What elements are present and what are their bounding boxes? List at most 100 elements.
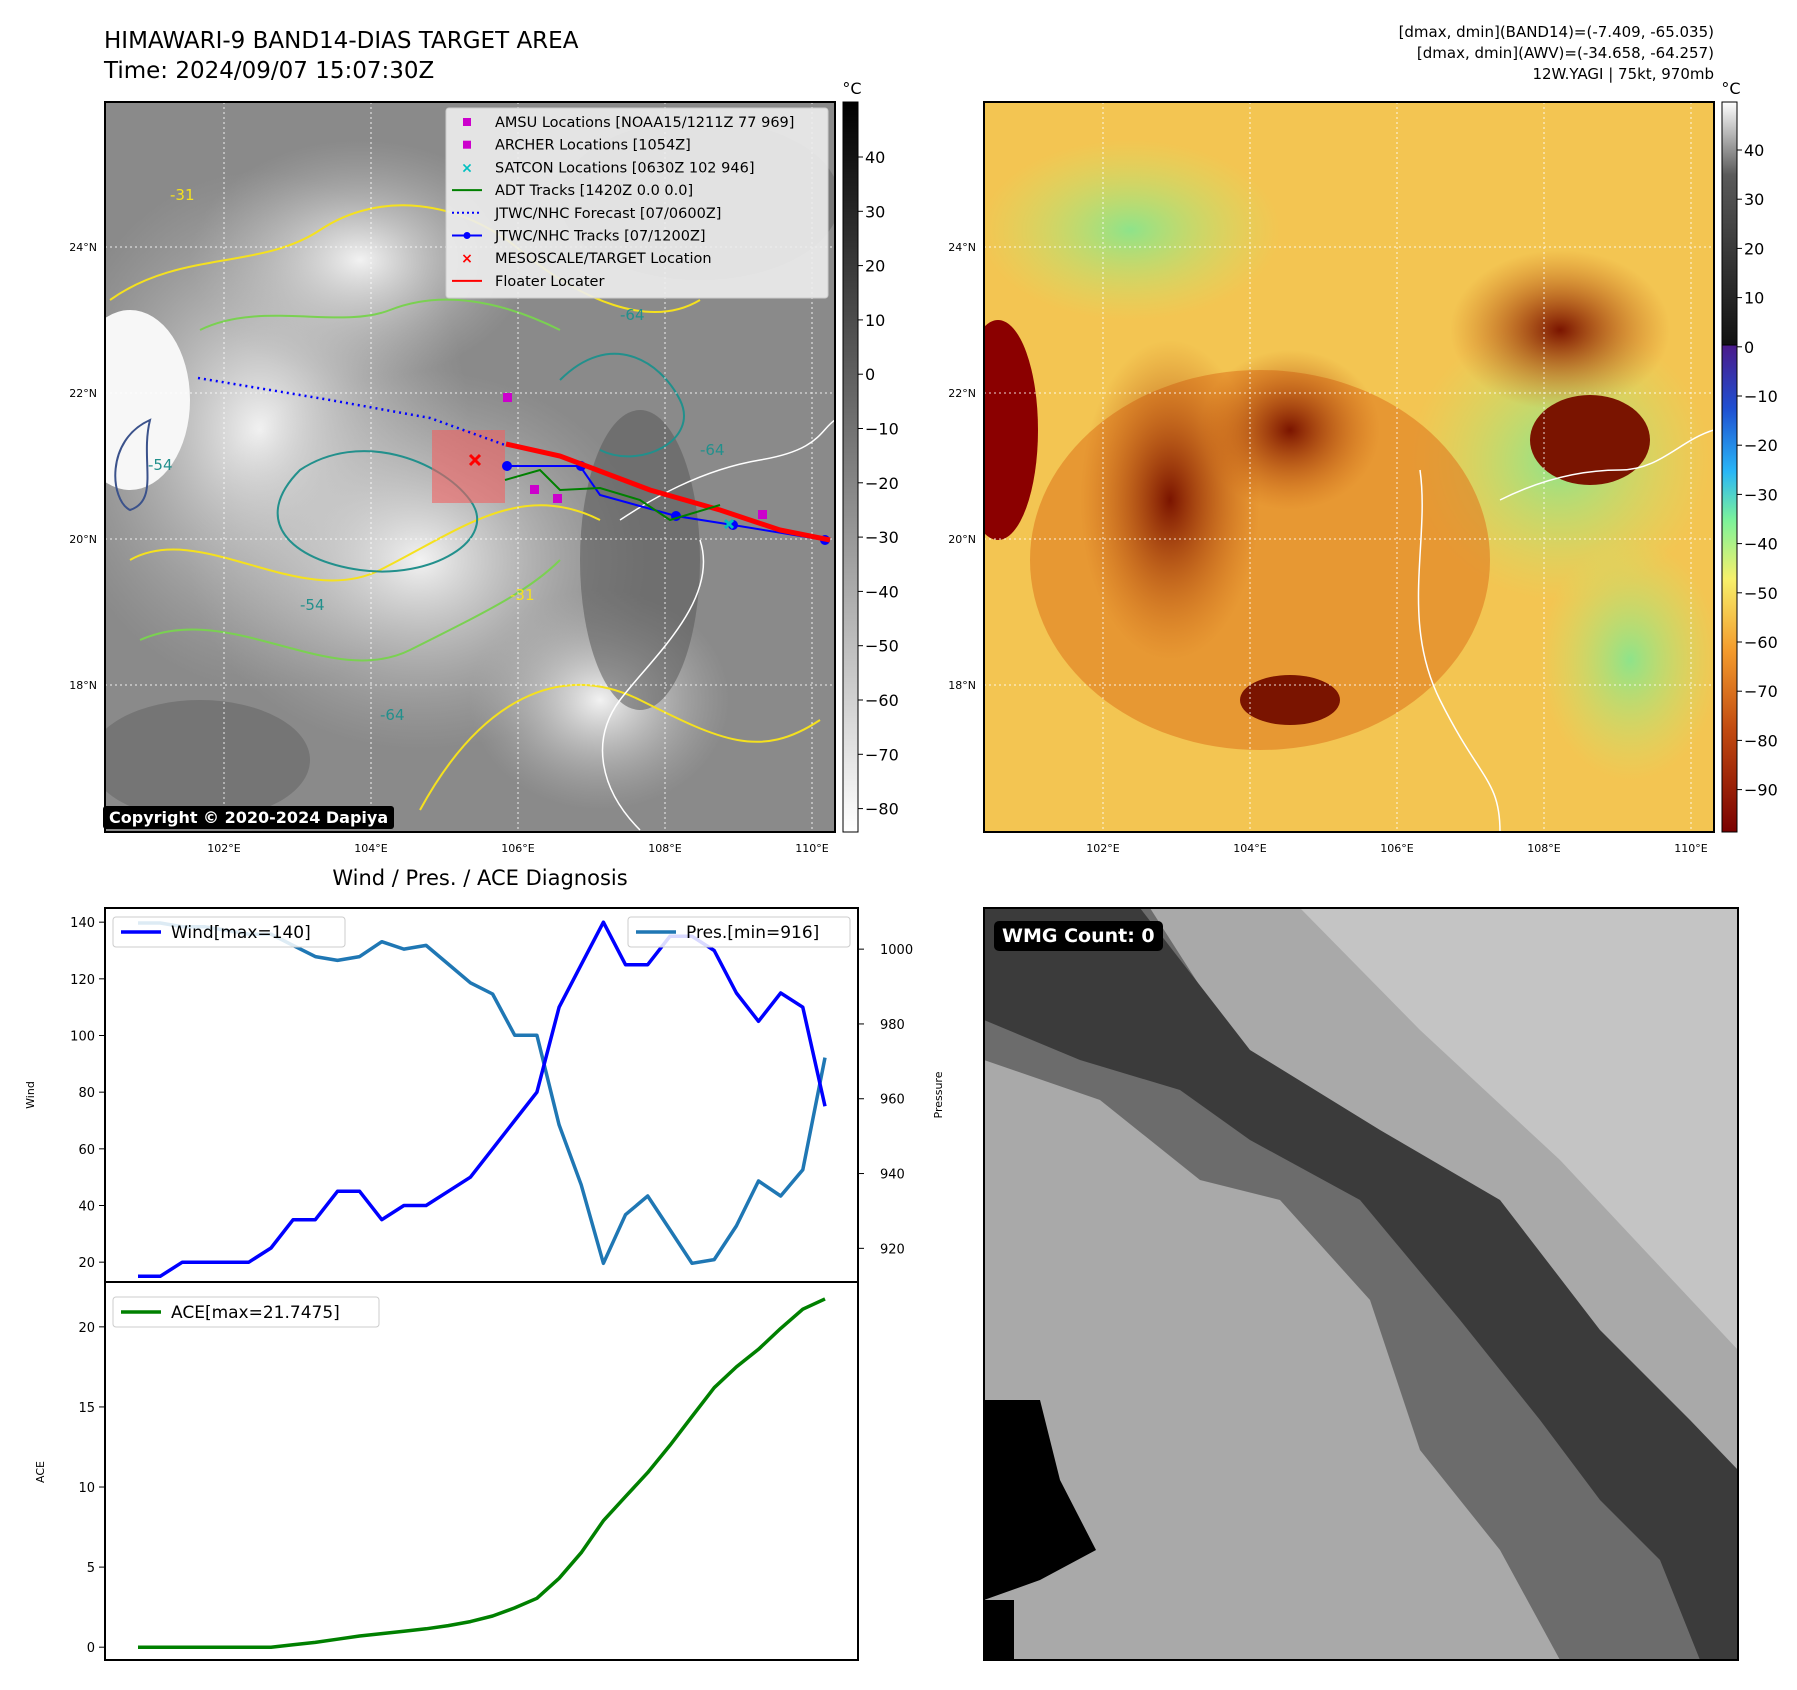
contour-label-5: -64 xyxy=(700,441,725,459)
map1-lon-tick-2: 106°E xyxy=(501,842,534,855)
map1-lon-tick-3: 108°E xyxy=(648,842,681,855)
map1-lat-tick-0: 24°N xyxy=(69,241,97,254)
map-legend: AMSU Locations [NOAA15/1211Z 77 969] ARCH… xyxy=(445,107,829,299)
colorbar2-tick-9: −50 xyxy=(1744,584,1778,603)
colorbar2-unit: °C xyxy=(1721,79,1740,98)
map2-lat-tick-3: 18°N xyxy=(948,679,976,692)
legend-label-2: SATCON Locations [0630Z 102 946] xyxy=(495,160,754,176)
wind-tick-5: 120 xyxy=(70,973,95,988)
map1-lat-tick-3: 18°N xyxy=(69,679,97,692)
map1-lat-tick-1: 22°N xyxy=(69,387,97,400)
contour-label-1: -54 xyxy=(148,456,173,474)
map2-lon-tick-4: 110°E xyxy=(1674,842,1707,855)
ace-tick-0: 0 xyxy=(87,1641,95,1656)
colorbar2-tick-4: 0 xyxy=(1744,338,1754,357)
colorbar2-tick-13: −90 xyxy=(1744,781,1778,800)
contour-label-2: -64 xyxy=(620,306,645,324)
pressure-legend: Pres.[min=916] xyxy=(627,916,851,948)
colorbar1-tick-10: −60 xyxy=(865,691,899,710)
pressure-tick-1: 940 xyxy=(880,1168,905,1183)
colorbar1-tick-2: 20 xyxy=(865,257,885,276)
map-title: HIMAWARI-9 BAND14-DIAS TARGET AREA Time:… xyxy=(104,26,578,86)
contour-label-4: -54 xyxy=(300,596,325,614)
stats-line2: [dmax, dmin](AWV)=(-34.658, -64.257) xyxy=(1416,44,1714,62)
colorbar1-unit: °C xyxy=(842,79,861,98)
map1-lon-tick-1: 104°E xyxy=(354,842,387,855)
diagnosis-chart: Wind / Pres. / ACE Diagnosis Wind Pressu… xyxy=(24,866,945,1661)
legend-item-1: ARCHER Locations [1054Z] xyxy=(463,138,691,154)
legend-item-5: JTWC/NHC Tracks [07/1200Z] xyxy=(452,229,706,245)
pressure-tick-0: 920 xyxy=(880,1242,905,1257)
contour-label-6: -64 xyxy=(380,706,405,724)
colorbar2-tick-1: 30 xyxy=(1744,190,1764,209)
ace-legend-box xyxy=(112,1296,380,1328)
wind-tick-6: 140 xyxy=(70,916,95,931)
contour-label-3: -31 xyxy=(510,586,535,604)
colorbar1-tick-7: −30 xyxy=(865,528,899,547)
legend-dot-5 xyxy=(463,232,471,239)
wind-tick-1: 40 xyxy=(78,1200,95,1215)
map1-lat-tick-2: 20°N xyxy=(69,533,97,546)
colorbar1-tick-4: 0 xyxy=(865,365,875,384)
ace-tick-1: 5 xyxy=(87,1561,95,1576)
legend-item-0: AMSU Locations [NOAA15/1211Z 77 969] xyxy=(463,115,794,131)
map1-lon-tick-0: 102°E xyxy=(207,842,240,855)
map2-lat-tick-1: 22°N xyxy=(948,387,976,400)
map2-lon-tick-2: 106°E xyxy=(1380,842,1413,855)
stats-line1: [dmax, dmin](BAND14)=(-7.409, -65.035) xyxy=(1398,23,1714,41)
legend-label-0: AMSU Locations [NOAA15/1211Z 77 969] xyxy=(495,115,794,131)
map-title-line2: Time: 2024/09/07 15:07:30Z xyxy=(104,58,435,84)
colorbar2-tick-11: −70 xyxy=(1744,682,1778,701)
pressure-tick-2: 960 xyxy=(880,1093,905,1108)
pressure-legend-box xyxy=(627,916,851,948)
ace-tick-2: 10 xyxy=(78,1481,95,1496)
legend-item-3: ADT Tracks [1420Z 0.0 0.0] xyxy=(452,183,693,199)
wmg-panel xyxy=(983,907,1739,1661)
map2-lon-tick-0: 102°E xyxy=(1086,842,1119,855)
colorbar1-tick-6: −20 xyxy=(865,474,899,493)
stats-line3: 12W.YAGI | 75kt, 970mb xyxy=(1532,65,1714,83)
legend-item-2: × SATCON Locations [0630Z 102 946] xyxy=(461,160,754,176)
copyright-badge: Copyright © 2020-2024 Dapiya xyxy=(103,806,395,829)
ace-tick-3: 15 xyxy=(78,1401,95,1416)
legend-marker-6: × xyxy=(461,251,473,267)
contour-label-0: -31 xyxy=(170,186,195,204)
legend-label-3: ADT Tracks [1420Z 0.0 0.0] xyxy=(495,183,693,199)
colorbar2-tick-0: 40 xyxy=(1744,141,1764,160)
colorbar1-tick-5: −10 xyxy=(865,420,899,439)
map2-lon-tick-3: 108°E xyxy=(1527,842,1560,855)
wind-tick-3: 80 xyxy=(78,1086,95,1101)
legend-marker-0 xyxy=(463,118,471,126)
chart-title: Wind / Pres. / ACE Diagnosis xyxy=(332,866,627,890)
wmg-count-badge: WMG Count: 0 xyxy=(994,921,1163,951)
map-stats: [dmax, dmin](BAND14)=(-7.409, -65.035) [… xyxy=(1399,22,1714,85)
pressure-axis-label: Pressure xyxy=(932,1071,945,1118)
wv-map-panel: 102°E 104°E 106°E 108°E 110°E 24°N 22°N 20°N 18°… xyxy=(948,79,1778,855)
colorbar1-tick-11: −70 xyxy=(865,745,899,764)
legend-item-7: Floater Locater xyxy=(452,274,604,290)
wind-axis-label: Wind xyxy=(24,1081,37,1109)
colorbar2-tick-7: −30 xyxy=(1744,485,1778,504)
wind-tick-0: 20 xyxy=(78,1256,95,1271)
legend-label-7: Floater Locater xyxy=(495,274,604,290)
ace-legend-label: ACE[max=21.7475] xyxy=(171,1303,340,1323)
colorbar2-tick-12: −80 xyxy=(1744,731,1778,750)
colorbar2-tick-8: −40 xyxy=(1744,535,1778,554)
colorbar1-tick-8: −40 xyxy=(865,582,899,601)
wind-series-line xyxy=(138,920,827,1279)
ace-tick-4: 20 xyxy=(78,1321,95,1336)
map1-lon-tick-4: 110°E xyxy=(795,842,828,855)
legend-item-6: × MESOSCALE/TARGET Location xyxy=(461,251,711,267)
legend-marker-1 xyxy=(463,140,471,149)
colorbar1-tick-12: −80 xyxy=(865,800,899,819)
wind-legend-box xyxy=(112,916,346,948)
legend-label-1: ARCHER Locations [1054Z] xyxy=(495,138,691,154)
pressure-tick-4: 1000 xyxy=(880,943,913,958)
wind-legend-label: Wind[max=140] xyxy=(171,923,311,943)
wind-legend: Wind[max=140] xyxy=(112,916,346,948)
wind-tick-2: 60 xyxy=(78,1143,95,1158)
legend-label-5: JTWC/NHC Tracks [07/1200Z] xyxy=(494,229,706,245)
map2-lat-tick-0: 24°N xyxy=(948,241,976,254)
colorbar2-tick-2: 20 xyxy=(1744,239,1764,258)
map2-lon-tick-1: 104°E xyxy=(1233,842,1266,855)
